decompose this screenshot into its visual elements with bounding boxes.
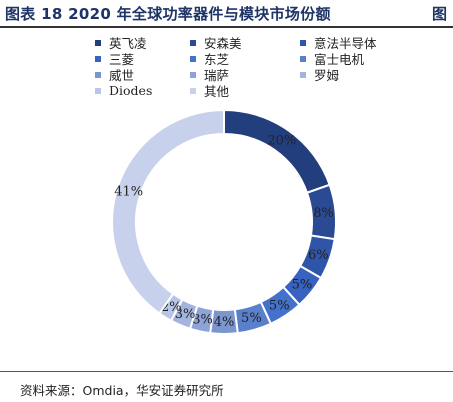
legend-label: 东芝 xyxy=(204,52,230,67)
legend-label: 瑞萨 xyxy=(204,68,230,83)
legend-item: 罗姆 xyxy=(300,66,339,83)
slice-label: 20% xyxy=(267,133,296,148)
legend-item: 东芝 xyxy=(190,50,229,67)
source-note: 资料来源：Omdia，华安证券研究所 xyxy=(20,383,224,398)
slice-label: 5% xyxy=(292,278,313,293)
slice-label: 8% xyxy=(313,206,334,221)
slice-label: 41% xyxy=(114,185,143,200)
slice-label: 3% xyxy=(192,313,213,328)
figure-corner-label: 图 xyxy=(431,5,447,23)
slice-label: 6% xyxy=(308,248,329,263)
donut-chart: 20%8%6%5%5%5%4%3%3%2%41% xyxy=(111,108,337,335)
legend-swatch xyxy=(190,87,196,94)
legend-label: 其他 xyxy=(204,84,230,99)
legend-item: 富士电机 xyxy=(300,50,364,67)
legend-item: 其他 xyxy=(190,82,229,99)
slice-label: 5% xyxy=(241,311,262,326)
legend-item: 英飞凌 xyxy=(95,34,147,51)
donut-slice xyxy=(111,108,225,315)
legend-swatch xyxy=(95,55,101,62)
figure-title: 图表 18 2020 年全球功率器件与模块市场份额 xyxy=(5,5,331,23)
legend-swatch xyxy=(190,55,196,62)
figure-header: 图表 18 2020 年全球功率器件与模块市场份额 图 xyxy=(0,0,453,30)
bottom-rule xyxy=(0,371,453,372)
legend-swatch xyxy=(300,71,306,78)
legend-swatch xyxy=(95,71,101,78)
legend-label: Diodes xyxy=(109,83,153,98)
legend-swatch xyxy=(300,55,306,62)
donut-slice xyxy=(223,108,331,195)
legend-item: Diodes xyxy=(95,82,152,99)
legend-swatch xyxy=(190,39,196,46)
legend-label: 威世 xyxy=(109,68,135,83)
legend-item: 三菱 xyxy=(95,50,134,67)
legend-label: 英飞凌 xyxy=(109,36,147,51)
legend-item: 意法半导体 xyxy=(300,34,377,51)
legend-label: 三菱 xyxy=(109,52,135,67)
top-rule xyxy=(0,26,453,28)
legend-item: 安森美 xyxy=(190,34,242,51)
slice-label: 3% xyxy=(175,307,196,322)
slice-label: 5% xyxy=(269,298,290,313)
legend-swatch xyxy=(190,71,196,78)
legend-item: 瑞萨 xyxy=(190,66,229,83)
legend-item: 威世 xyxy=(95,66,134,83)
legend-swatch xyxy=(95,39,101,46)
legend-label: 安森美 xyxy=(204,36,242,51)
legend-swatch xyxy=(95,87,101,94)
legend-label: 罗姆 xyxy=(314,68,340,83)
slice-label: 4% xyxy=(214,315,235,330)
legend-swatch xyxy=(300,39,306,46)
legend-label: 富士电机 xyxy=(314,52,365,67)
legend-label: 意法半导体 xyxy=(314,36,377,51)
